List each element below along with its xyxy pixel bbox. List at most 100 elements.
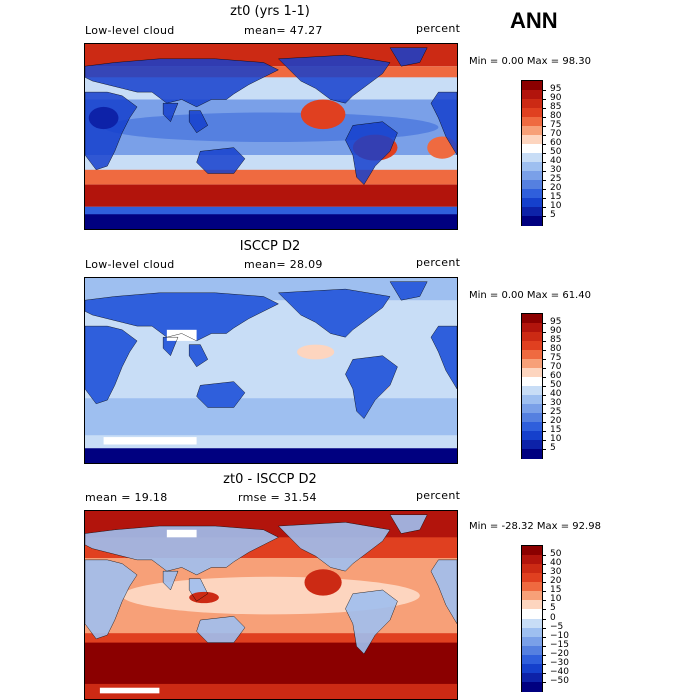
colorbar-cell: [522, 555, 542, 565]
colorbar-cell: [522, 377, 542, 387]
colorbar-tick-label: 75: [550, 120, 562, 130]
land-field: [85, 214, 457, 229]
missing-data: [166, 329, 197, 341]
coastline: [431, 326, 457, 389]
colorbar-tick-label: 15: [550, 425, 562, 435]
panel-1-variable-label: Low-level cloud: [85, 24, 175, 37]
colorbar-tick: [542, 573, 546, 575]
land-field: [390, 281, 428, 301]
colorbar-tick: [542, 386, 546, 387]
land-field: [196, 147, 245, 174]
colorbar-tick-label: 25: [550, 174, 562, 184]
colorbar-cell: [522, 672, 542, 683]
colorbar-cell: [522, 216, 542, 226]
colorbar-tick-label: −50: [550, 675, 569, 686]
colorbar-tick: [542, 440, 546, 441]
coastline: [278, 55, 390, 103]
colorbar-tick: [542, 636, 546, 638]
coastline: [390, 48, 427, 66]
coastline: [85, 560, 137, 639]
colorbar-tick-label: 85: [550, 102, 562, 112]
colorbar-tick-label: 60: [550, 371, 562, 381]
season-label: ANN: [510, 8, 558, 33]
panel-1-units-label: percent: [416, 22, 461, 35]
colorbar-cell: [522, 386, 542, 396]
colorbar-cell: [522, 153, 542, 163]
coastline: [163, 103, 178, 122]
colorbar-cell: [522, 189, 542, 199]
colorbar-cell: [522, 108, 542, 118]
colorbar-tick: [542, 99, 546, 100]
colorbar-tick: [542, 189, 546, 190]
colorbar-cell: [522, 618, 542, 629]
coastline: [431, 92, 457, 155]
colorbar-tick-label: 30: [550, 165, 562, 175]
land-field: [390, 514, 428, 534]
colorbar-cell: [522, 431, 542, 441]
field-band: [85, 642, 457, 684]
colorbar-cell: [522, 546, 542, 556]
coastline: [85, 92, 137, 170]
panel-1-mean-label: mean= 47.27: [244, 24, 323, 37]
colorbar-tick-label: 50: [550, 147, 562, 157]
colorbar-tick: [542, 555, 546, 557]
colorbar-cell: [522, 564, 542, 574]
land-field: [189, 344, 208, 367]
colorbar-tick: [542, 90, 546, 91]
panel-3-minmax: Min = -28.32 Max = 92.98: [469, 521, 601, 532]
land-field: [430, 92, 457, 155]
colorbar-tick: [542, 377, 546, 378]
coastline: [189, 111, 208, 133]
colorbar-tick: [542, 600, 546, 602]
colorbar-tick: [542, 323, 546, 324]
land-field: [189, 110, 208, 133]
colorbar-cell: [522, 90, 542, 100]
colorbar-tick: [542, 180, 546, 181]
land-field: [196, 616, 245, 643]
colorbar-tick-label: 25: [550, 407, 562, 417]
colorbar-tick-label: −40: [550, 666, 569, 677]
colorbar-cell: [522, 681, 542, 692]
colorbar-tick-label: 80: [550, 344, 562, 354]
colorbar-tick-label: 75: [550, 353, 562, 363]
colorbar-tick: [542, 404, 546, 405]
colorbar-cell: [522, 573, 542, 583]
land-field: [163, 337, 178, 356]
colorbar-cell: [522, 422, 542, 432]
field-patch: [88, 106, 119, 130]
colorbar-tick: [542, 108, 546, 109]
colorbar-cell: [522, 144, 542, 154]
colorbar-tick: [542, 564, 546, 566]
colorbar-cell: [522, 350, 542, 360]
land-field: [85, 559, 138, 639]
field-patch: [304, 569, 342, 596]
coastline: [345, 590, 397, 654]
colorbar-tick-label: 20: [550, 576, 562, 587]
colorbar-cell: [522, 440, 542, 450]
colorbar-cell: [522, 207, 542, 217]
coastline: [189, 345, 208, 367]
colorbar-tick-label: 90: [550, 326, 562, 336]
colorbar-tick-label: −10: [550, 630, 569, 641]
colorbar-tick-label: 90: [550, 93, 562, 103]
land-field: [430, 559, 457, 624]
land-field: [430, 326, 457, 389]
field-band: [85, 398, 457, 436]
colorbar-tick: [542, 663, 546, 665]
colorbar-tick: [542, 153, 546, 154]
colorbar-tick: [542, 627, 546, 629]
land-field: [345, 121, 398, 185]
colorbar-tick: [542, 135, 546, 136]
colorbar-cell: [522, 609, 542, 619]
panel-2-map: [84, 277, 458, 464]
panel-3-rmse-label: rmse = 31.54: [238, 491, 317, 504]
colorbar-tick: [542, 359, 546, 360]
coastline: [278, 522, 390, 571]
missing-data: [166, 529, 197, 538]
colorbar-cell: [522, 627, 542, 638]
colorbar-tick: [542, 198, 546, 199]
colorbar-cell: [522, 582, 542, 592]
colorbar-tick: [542, 654, 546, 656]
panel-1-title: zt0 (yrs 1-1): [230, 4, 310, 19]
coastline: [278, 289, 390, 337]
